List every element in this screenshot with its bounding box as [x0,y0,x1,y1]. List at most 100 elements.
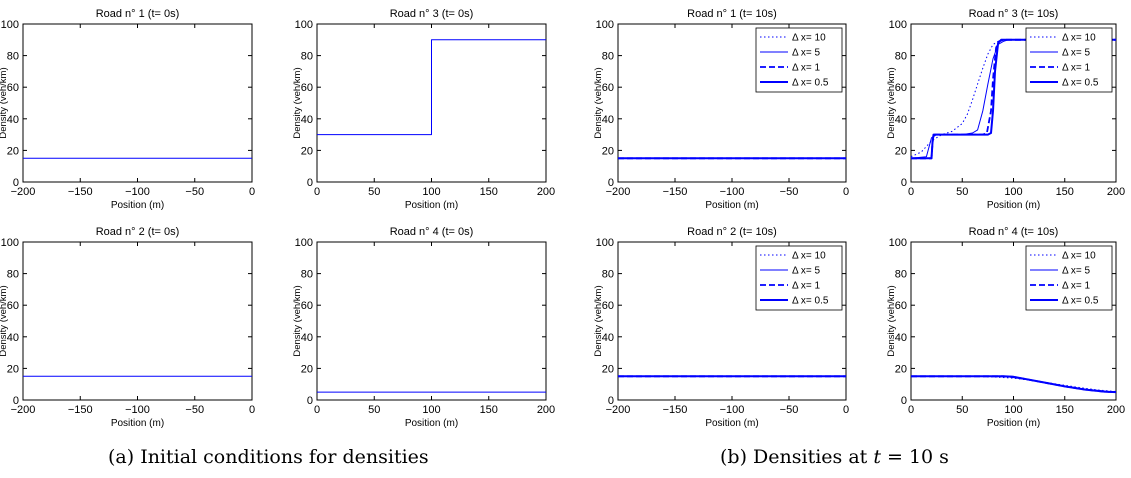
x-tick-label: 50 [956,186,968,198]
y-tick-label: 0 [307,177,313,189]
y-axis-label: Density (veh/km) [0,285,9,356]
x-tick-label: 200 [537,404,555,416]
x-tick-label: −100 [125,186,150,198]
y-tick-label: 60 [895,300,907,312]
x-tick-label: −200 [11,404,36,416]
y-axis-label: Density (veh/km) [593,67,604,138]
x-tick-label: 100 [1004,186,1022,198]
y-tick-label: 0 [608,177,614,189]
y-tick-label: 100 [596,19,614,31]
y-tick-label: 60 [7,300,19,312]
y-tick-label: 40 [301,114,313,126]
y-tick-label: 60 [602,82,614,94]
legend: Δ x= 10 Δ x= 5 Δ x= 1 Δ x= 0.5 [755,27,843,93]
x-axis-label: Position (m) [987,200,1040,211]
series-line-1 [317,39,546,136]
y-tick-label: 0 [901,177,907,189]
y-tick-label: 0 [901,395,907,407]
y-tick-label: 40 [895,332,907,344]
x-tick-label: −150 [68,404,93,416]
x-tick-label: −100 [720,186,745,198]
plot-title: Road n° 3 (t= 10s) [969,8,1059,20]
x-tick-label: 100 [422,404,440,416]
x-tick-label: −50 [780,186,799,198]
legend-entry: Δ x= 1 [1062,63,1091,74]
legend-entry: Δ x= 0.5 [1062,296,1099,307]
x-tick-label: −200 [11,186,36,198]
y-tick-label: 60 [7,82,19,94]
x-tick-label: 0 [908,186,914,198]
y-tick-label: 20 [895,145,907,157]
x-tick-label: 150 [1056,404,1074,416]
y-tick-label: 40 [7,114,19,126]
y-axis-label: Density (veh/km) [886,67,897,138]
x-tick-label: 150 [480,404,498,416]
y-tick-label: 80 [895,269,907,281]
y-tick-label: 40 [602,332,614,344]
y-tick-label: 60 [602,300,614,312]
y-tick-label: 20 [895,363,907,375]
series-line-4 [911,38,1116,160]
x-tick-label: 100 [422,186,440,198]
y-tick-label: 20 [7,363,19,375]
legend-entry: Δ x= 5 [1062,266,1091,277]
x-tick-label: −150 [663,186,688,198]
x-tick-label: 200 [537,186,555,198]
subplot-a-road2: Road n° 2 (t= 0s) 0 20 40 60 80 100 −200 −150 −10… [0,226,255,429]
legend-entry: Δ x= 0.5 [792,78,829,89]
y-tick-label: 60 [301,300,313,312]
y-tick-label: 40 [7,332,19,344]
plot-title: Road n° 3 (t= 0s) [390,8,474,20]
x-axis-label: Position (m) [705,418,758,429]
y-tick-label: 80 [895,51,907,63]
y-tick-label: 100 [295,237,313,249]
x-tick-label: 50 [368,404,380,416]
y-tick-label: 40 [602,114,614,126]
y-tick-label: 40 [895,114,907,126]
x-tick-label: −150 [663,404,688,416]
x-tick-label: 0 [843,404,849,416]
y-axis-label: Density (veh/km) [886,285,897,356]
legend-entry: Δ x= 5 [1062,48,1091,59]
legend-entry: Δ x= 0.5 [1062,78,1099,89]
y-tick-label: 0 [13,177,19,189]
legend-entry: Δ x= 5 [792,48,821,59]
y-tick-label: 20 [602,145,614,157]
x-tick-label: 150 [1056,186,1074,198]
x-tick-label: −100 [720,404,745,416]
x-tick-label: −150 [68,186,93,198]
y-tick-label: 80 [602,51,614,63]
plot-title: Road n° 1 (t= 10s) [687,8,777,20]
y-tick-label: 0 [608,395,614,407]
y-tick-label: 60 [301,82,313,94]
plot-title: Road n° 2 (t= 0s) [96,226,180,238]
x-tick-label: −200 [606,404,631,416]
legend-entry: Δ x= 1 [792,281,821,292]
legend-entry: Δ x= 10 [792,251,826,262]
y-tick-label: 100 [889,19,907,31]
y-axis-label: Density (veh/km) [292,285,303,356]
y-tick-label: 100 [1,237,19,249]
x-tick-label: 0 [908,404,914,416]
plot-title: Road n° 2 (t= 10s) [687,226,777,238]
y-axis-label: Density (veh/km) [593,285,604,356]
y-axis-label: Density (veh/km) [0,67,9,138]
subplot-a-road3: Road n° 3 (t= 0s) 0 20 40 60 80 100 0 50 100 150 20… [292,8,555,211]
y-tick-label: 20 [301,363,313,375]
x-tick-label: 50 [956,404,968,416]
plot-title: Road n° 4 (t= 0s) [390,226,474,238]
legend-entry: Δ x= 10 [1062,251,1096,262]
x-tick-label: −200 [606,186,631,198]
caption-b: (b) Densities at t = 10 s [720,446,949,468]
x-axis-label: Position (m) [987,418,1040,429]
x-tick-label: 200 [1107,186,1125,198]
x-tick-label: 0 [249,186,255,198]
x-tick-label: −50 [780,404,799,416]
subplot-b-road1: Road n° 1 (t= 10s) 0 20 40 60 80 100 −200 −150 −1… [593,8,849,211]
y-tick-label: 40 [301,332,313,344]
y-tick-label: 100 [596,237,614,249]
x-tick-label: 0 [314,404,320,416]
subplot-b-road3: Road n° 3 (t= 10s) 0 20 40 60 80 100 0 50 100 150 2… [886,8,1125,211]
x-axis-label: Position (m) [111,418,164,429]
